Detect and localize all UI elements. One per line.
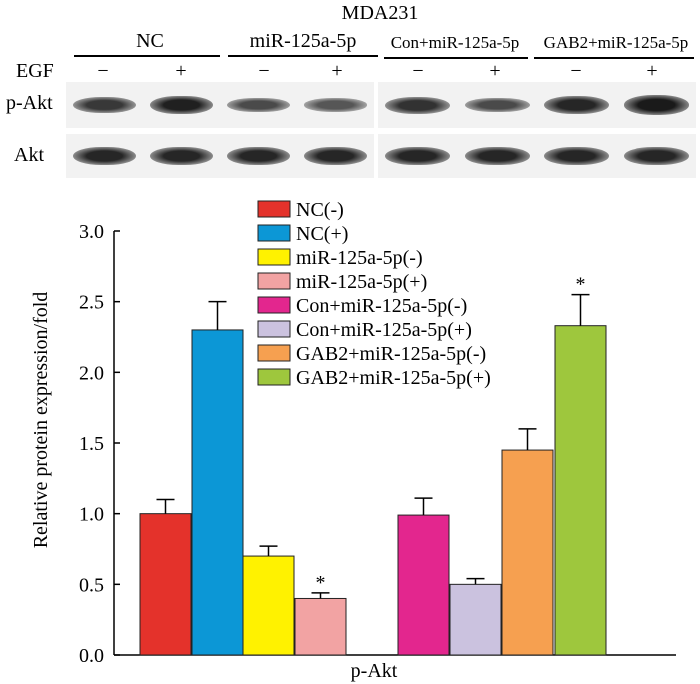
blot-band (149, 95, 214, 115)
blot-band (385, 146, 451, 166)
y-tick-label: 2.0 (79, 362, 104, 384)
legend-label-1: NC(-) (296, 199, 344, 221)
blot-band (464, 97, 530, 113)
blot-band (303, 146, 368, 166)
egf-sign-5: − (412, 60, 424, 82)
blot-band (544, 146, 610, 166)
legend-swatch-6 (257, 320, 291, 338)
y-tick-label: 1.5 (79, 433, 104, 455)
blot-band (385, 96, 451, 114)
row-label-pakt: p-Akt (6, 92, 53, 114)
group-underline-mir (228, 55, 378, 57)
significance-marker: * (576, 274, 586, 296)
blot-band (226, 97, 291, 113)
legend-swatch-1 (257, 200, 291, 218)
bar-8 (554, 325, 607, 656)
cell-line-title: MDA231 (341, 2, 419, 24)
legend-swatch-8 (257, 368, 291, 386)
blot-pakt-left (66, 82, 374, 128)
blot-pakt-right (378, 82, 696, 128)
egf-label: EGF (16, 60, 54, 82)
legend-swatch-7 (257, 344, 291, 362)
x-axis-label: p-Akt (351, 660, 398, 682)
blot-band (72, 96, 137, 114)
egf-sign-1: − (97, 60, 109, 82)
blot-band (623, 146, 689, 166)
blot-akt-left (66, 134, 374, 178)
significance-marker: * (316, 572, 326, 594)
y-tick-label: 2.5 (79, 292, 104, 314)
egf-sign-6: + (489, 60, 501, 82)
legend-swatch-5 (257, 296, 291, 314)
bar-5 (397, 514, 450, 656)
egf-sign-4: + (331, 60, 343, 82)
group-underline-con-mir (384, 57, 528, 59)
egf-sign-8: + (646, 60, 658, 82)
legend-label-3: miR-125a-5p(-) (296, 247, 423, 269)
blot-band (72, 146, 137, 166)
egf-sign-7: − (570, 60, 582, 82)
egf-sign-2: + (175, 60, 187, 82)
blot-band (544, 95, 610, 115)
y-tick-label: 3.0 (79, 221, 104, 243)
group-label-mir: miR-125a-5p (249, 30, 357, 52)
bar-1 (139, 513, 192, 656)
bar-4 (294, 597, 347, 656)
legend-label-5: Con+miR-125a-5p(-) (296, 295, 467, 317)
group-label-con-mir: Con+miR-125a-5p (390, 33, 520, 52)
egf-sign-3: − (258, 60, 270, 82)
blot-band (226, 146, 291, 166)
row-label-akt: Akt (14, 144, 44, 166)
blot-akt-right (378, 134, 696, 178)
bar-3 (242, 555, 295, 656)
y-tick-label: 0.5 (79, 574, 104, 596)
legend-label-6: Con+miR-125a-5p(+) (296, 319, 472, 341)
group-underline-gab2-mir (534, 57, 694, 59)
bar-6 (449, 583, 502, 656)
bar-7 (501, 449, 554, 656)
y-axis-label: Relative protein expression/fold (30, 292, 52, 549)
group-label-gab2-mir: GAB2+miR-125a-5p (543, 33, 689, 52)
blot-band (623, 95, 689, 115)
legend-label-2: NC(+) (296, 223, 348, 245)
group-underline-nc (74, 55, 220, 57)
blot-band (303, 98, 368, 112)
y-tick-label: 0.0 (79, 645, 104, 667)
blot-band (464, 146, 530, 166)
legend-label-7: GAB2+miR-125a-5p(-) (296, 343, 486, 365)
legend-label-4: miR-125a-5p(+) (296, 271, 427, 293)
legend-swatch-2 (257, 224, 291, 242)
blot-band (149, 146, 214, 166)
y-tick-label: 1.0 (79, 504, 104, 526)
group-label-nc: NC (136, 30, 164, 52)
legend-label-8: GAB2+miR-125a-5p(+) (296, 367, 491, 389)
bar-2 (191, 329, 244, 656)
legend-swatch-3 (257, 248, 291, 266)
legend-swatch-4 (257, 272, 291, 290)
